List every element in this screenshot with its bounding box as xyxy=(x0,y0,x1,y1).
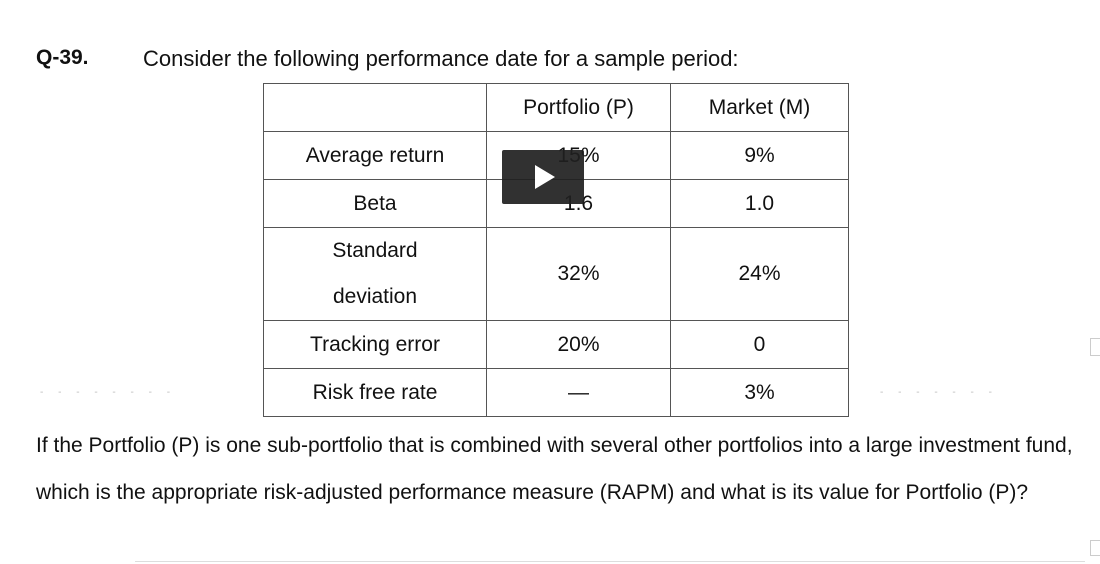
table-row: Risk free rate — 3% xyxy=(263,368,849,417)
row-label: Tracking error xyxy=(263,320,487,369)
portfolio-value: 32% xyxy=(486,227,671,321)
video-play-button[interactable] xyxy=(502,150,584,204)
dashed-mark-left: - - - - - - - - xyxy=(40,387,177,398)
market-value: 9% xyxy=(670,131,849,180)
header-empty-cell xyxy=(263,83,487,132)
divider xyxy=(135,561,1085,562)
market-value: 0 xyxy=(670,320,849,369)
table-row: Average return 15% 9% xyxy=(263,131,849,180)
portfolio-value: — xyxy=(486,368,671,417)
question-paragraph: If the Portfolio (P) is one sub-portfoli… xyxy=(36,434,1073,504)
table-row: Standard deviation 32% 24% xyxy=(263,227,849,321)
play-icon xyxy=(535,165,555,189)
row-label: Risk free rate xyxy=(263,368,487,417)
market-value: 24% xyxy=(670,227,849,321)
table-header-row: Portfolio (P) Market (M) xyxy=(263,83,849,132)
dashed-mark-right: - - - - - - - xyxy=(880,387,998,398)
row-label-line1: Standard xyxy=(332,239,418,262)
row-label: Average return xyxy=(263,131,487,180)
edge-handle-bottom xyxy=(1090,540,1100,556)
market-value: 3% xyxy=(670,368,849,417)
header-portfolio: Portfolio (P) xyxy=(486,83,671,132)
market-value: 1.0 xyxy=(670,179,849,228)
row-label: Beta xyxy=(263,179,487,228)
question-number: Q-39. xyxy=(36,46,89,69)
header-market: Market (M) xyxy=(670,83,849,132)
row-label-line2: deviation xyxy=(332,285,418,308)
table-row: Tracking error 20% 0 xyxy=(263,320,849,369)
edge-handle xyxy=(1090,338,1100,356)
row-label: Standard deviation xyxy=(263,227,487,321)
portfolio-value: 20% xyxy=(486,320,671,369)
performance-table: Portfolio (P) Market (M) Average return … xyxy=(263,83,849,417)
question-prompt: Consider the following performance date … xyxy=(143,46,739,71)
